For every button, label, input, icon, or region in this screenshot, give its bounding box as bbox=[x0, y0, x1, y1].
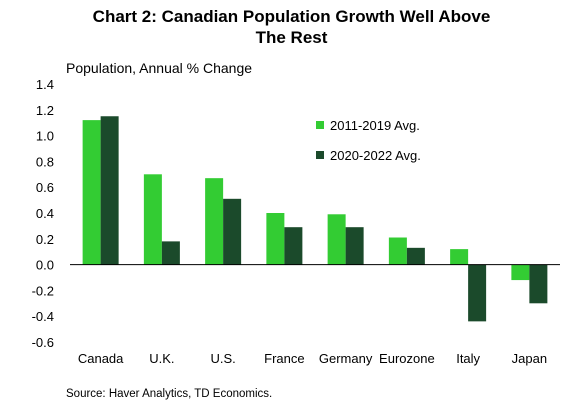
y-axis-ticks: 1.4 1.2 1.0 0.8 0.6 0.4 0.2 0.0 -0.2 -0.4 -0.6 bbox=[32, 77, 54, 350]
y-tick-label: 0.4 bbox=[36, 206, 54, 221]
x-tick-label: U.K. bbox=[149, 351, 174, 366]
legend-label: 2020-2022 Avg. bbox=[330, 148, 421, 163]
chart-title-line-2: The Rest bbox=[255, 28, 328, 47]
bar-series-2-canada bbox=[100, 116, 119, 265]
legend-swatch bbox=[316, 151, 324, 159]
bar-series-1-japan bbox=[511, 264, 530, 281]
x-tick-label: Canada bbox=[78, 351, 124, 366]
x-tick-label: Japan bbox=[512, 351, 547, 366]
bar-series-1-canada bbox=[82, 120, 101, 265]
bar-series-2-germany bbox=[345, 227, 364, 265]
y-tick-label: 0.6 bbox=[36, 180, 54, 195]
y-tick-label: 0.8 bbox=[36, 154, 54, 169]
x-tick-label: France bbox=[264, 351, 304, 366]
chart-title: Chart 2: Canadian Population Growth Well… bbox=[0, 6, 583, 48]
y-tick-label: 1.2 bbox=[36, 103, 54, 118]
bar-series-2-eurozone bbox=[406, 247, 425, 265]
legend: 2011-2019 Avg. 2020-2022 Avg. bbox=[316, 118, 421, 163]
chart-title-line-1: Chart 2: Canadian Population Growth Well… bbox=[92, 7, 491, 26]
x-axis-labels: Canada U.K. U.S. France Germany Eurozone Italy… bbox=[78, 351, 547, 366]
y-tick-label: 1.0 bbox=[36, 129, 54, 144]
bar-series-2-uk bbox=[161, 241, 180, 265]
bar-series-2-france bbox=[284, 227, 303, 265]
bar-series-1-uk bbox=[143, 174, 162, 265]
source-note: Source: Haver Analytics, TD Economics. bbox=[66, 388, 273, 400]
bar-series-1-us bbox=[205, 178, 224, 265]
y-tick-label: 1.4 bbox=[36, 77, 54, 92]
bar-series-1-eurozone bbox=[388, 237, 407, 265]
bar-series-1-italy bbox=[450, 249, 469, 265]
y-tick-label: 0.0 bbox=[36, 258, 54, 273]
bar-series-2-us bbox=[223, 198, 242, 265]
legend-label: 2011-2019 Avg. bbox=[330, 118, 420, 133]
y-tick-label: -0.2 bbox=[32, 283, 54, 298]
x-tick-label: Italy bbox=[456, 351, 480, 366]
y-axis-label: Population, Annual % Change bbox=[66, 60, 253, 76]
bar-series-1-france bbox=[266, 213, 285, 265]
x-tick-label: Germany bbox=[319, 351, 373, 366]
y-tick-label: -0.4 bbox=[32, 309, 54, 324]
bar-series-1-germany bbox=[327, 214, 346, 265]
bar-series-2-italy bbox=[468, 264, 487, 322]
legend-swatch bbox=[316, 121, 324, 129]
y-tick-label: -0.6 bbox=[32, 335, 54, 350]
x-tick-label: U.S. bbox=[210, 351, 235, 366]
bars bbox=[70, 116, 560, 322]
y-tick-label: 0.2 bbox=[36, 232, 54, 247]
x-tick-label: Eurozone bbox=[379, 351, 435, 366]
bar-series-2-japan bbox=[529, 264, 548, 304]
